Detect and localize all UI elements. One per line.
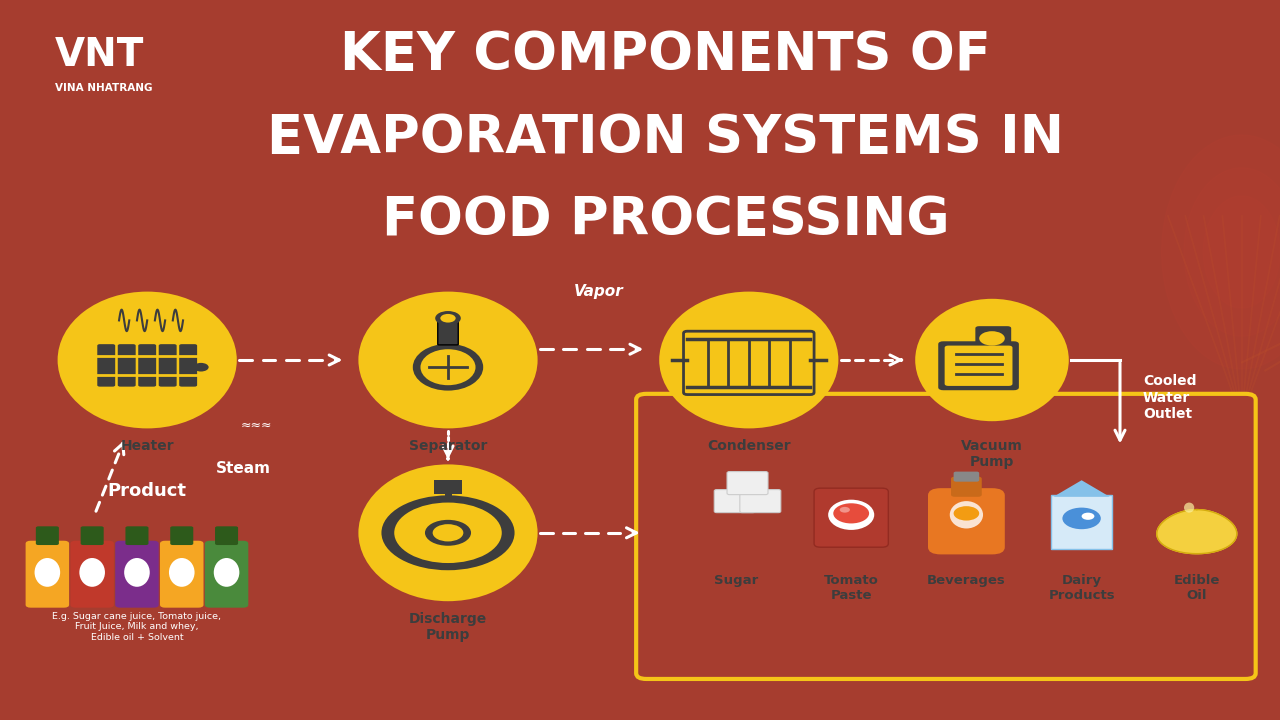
Text: VINA NHATRANG: VINA NHATRANG xyxy=(55,83,152,93)
FancyBboxPatch shape xyxy=(115,541,159,608)
Circle shape xyxy=(833,503,869,523)
FancyBboxPatch shape xyxy=(636,394,1256,679)
Circle shape xyxy=(840,507,850,513)
Circle shape xyxy=(1082,513,1094,520)
Ellipse shape xyxy=(659,292,838,428)
Text: VNT: VNT xyxy=(55,36,145,74)
FancyBboxPatch shape xyxy=(928,488,1005,554)
FancyBboxPatch shape xyxy=(814,488,888,547)
FancyBboxPatch shape xyxy=(160,541,204,608)
FancyBboxPatch shape xyxy=(81,526,104,545)
Circle shape xyxy=(435,311,461,325)
FancyBboxPatch shape xyxy=(97,344,115,387)
Polygon shape xyxy=(1053,480,1110,497)
FancyBboxPatch shape xyxy=(215,526,238,545)
Circle shape xyxy=(954,506,979,521)
Text: Edible
Oil: Edible Oil xyxy=(1174,574,1220,602)
FancyBboxPatch shape xyxy=(205,541,248,608)
FancyBboxPatch shape xyxy=(727,472,768,495)
Ellipse shape xyxy=(358,292,538,428)
FancyBboxPatch shape xyxy=(434,480,462,494)
FancyBboxPatch shape xyxy=(975,326,1011,346)
Text: Cooled
Water
Outlet: Cooled Water Outlet xyxy=(1143,374,1197,420)
FancyBboxPatch shape xyxy=(170,526,193,545)
Text: E.g. Sugar cane juice, Tomato juice,
Fruit Juice, Milk and whey,
Edible oil + So: E.g. Sugar cane juice, Tomato juice, Fru… xyxy=(52,612,221,642)
Ellipse shape xyxy=(915,299,1069,421)
FancyBboxPatch shape xyxy=(1051,495,1112,549)
Text: EVAPORATION SYSTEMS IN: EVAPORATION SYSTEMS IN xyxy=(268,112,1064,163)
Ellipse shape xyxy=(1184,503,1194,513)
FancyBboxPatch shape xyxy=(740,490,781,513)
Text: Dairy
Products: Dairy Products xyxy=(1048,574,1115,602)
Circle shape xyxy=(394,503,502,563)
FancyBboxPatch shape xyxy=(159,344,177,387)
Ellipse shape xyxy=(169,558,195,587)
Ellipse shape xyxy=(124,558,150,587)
FancyBboxPatch shape xyxy=(438,322,458,345)
Circle shape xyxy=(425,520,471,546)
Ellipse shape xyxy=(412,344,484,390)
FancyBboxPatch shape xyxy=(26,541,69,608)
Circle shape xyxy=(433,524,463,541)
Text: FOOD PROCESSING: FOOD PROCESSING xyxy=(381,194,950,246)
Text: Beverages: Beverages xyxy=(927,574,1006,587)
FancyBboxPatch shape xyxy=(36,526,59,545)
FancyBboxPatch shape xyxy=(70,541,114,608)
Ellipse shape xyxy=(358,464,538,601)
Ellipse shape xyxy=(79,558,105,587)
Text: Vapor: Vapor xyxy=(573,284,623,299)
Polygon shape xyxy=(1184,168,1280,336)
FancyBboxPatch shape xyxy=(125,526,148,545)
Polygon shape xyxy=(1203,196,1280,308)
Text: Product: Product xyxy=(108,482,187,500)
Polygon shape xyxy=(1162,135,1280,369)
Text: Heater: Heater xyxy=(120,439,174,453)
Text: Separator: Separator xyxy=(408,439,488,453)
Ellipse shape xyxy=(214,558,239,587)
Ellipse shape xyxy=(828,500,874,530)
Circle shape xyxy=(1062,508,1101,529)
Text: Vacuum
Pump: Vacuum Pump xyxy=(961,439,1023,469)
FancyBboxPatch shape xyxy=(179,344,197,387)
Text: Sugar: Sugar xyxy=(714,574,758,587)
FancyBboxPatch shape xyxy=(138,344,156,387)
Ellipse shape xyxy=(420,349,476,385)
FancyBboxPatch shape xyxy=(714,490,755,513)
FancyBboxPatch shape xyxy=(945,346,1012,386)
Circle shape xyxy=(381,495,515,570)
FancyBboxPatch shape xyxy=(938,341,1019,390)
FancyBboxPatch shape xyxy=(118,344,136,387)
Text: Condenser: Condenser xyxy=(707,439,791,453)
Circle shape xyxy=(440,314,456,323)
Text: Discharge
Pump: Discharge Pump xyxy=(408,612,488,642)
Text: ≈≈≈: ≈≈≈ xyxy=(241,418,271,431)
Circle shape xyxy=(979,331,1005,346)
FancyBboxPatch shape xyxy=(951,477,982,497)
Polygon shape xyxy=(1157,510,1236,554)
FancyBboxPatch shape xyxy=(954,472,979,482)
Text: Steam: Steam xyxy=(216,461,270,476)
Ellipse shape xyxy=(58,292,237,428)
Text: KEY COMPONENTS OF: KEY COMPONENTS OF xyxy=(340,29,991,81)
Circle shape xyxy=(193,363,209,372)
Text: Tomato
Paste: Tomato Paste xyxy=(824,574,878,602)
Ellipse shape xyxy=(35,558,60,587)
Ellipse shape xyxy=(950,501,983,528)
